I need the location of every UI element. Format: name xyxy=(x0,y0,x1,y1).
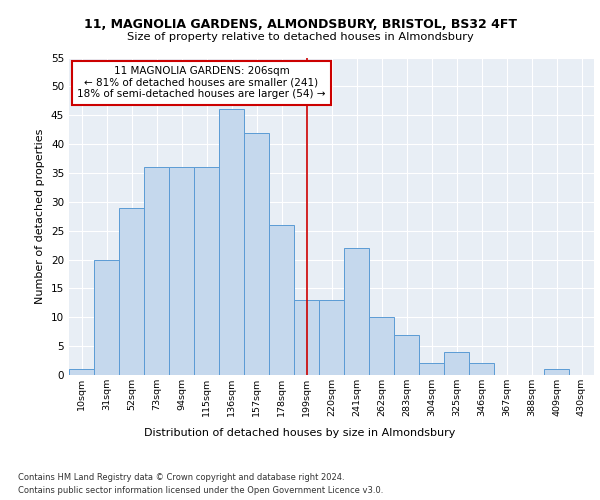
Bar xyxy=(94,260,119,375)
Bar xyxy=(269,225,294,375)
Bar xyxy=(169,167,194,375)
Text: 11 MAGNOLIA GARDENS: 206sqm
← 81% of detached houses are smaller (241)
18% of se: 11 MAGNOLIA GARDENS: 206sqm ← 81% of det… xyxy=(77,66,326,100)
Bar xyxy=(369,318,394,375)
Bar xyxy=(469,364,494,375)
Y-axis label: Number of detached properties: Number of detached properties xyxy=(35,128,46,304)
Text: Contains HM Land Registry data © Crown copyright and database right 2024.: Contains HM Land Registry data © Crown c… xyxy=(18,472,344,482)
Bar xyxy=(444,352,469,375)
Bar xyxy=(344,248,369,375)
Bar xyxy=(319,300,344,375)
Bar xyxy=(419,364,444,375)
Text: Size of property relative to detached houses in Almondsbury: Size of property relative to detached ho… xyxy=(127,32,473,42)
Bar xyxy=(294,300,319,375)
Text: Contains public sector information licensed under the Open Government Licence v3: Contains public sector information licen… xyxy=(18,486,383,495)
Bar xyxy=(144,167,169,375)
Bar xyxy=(219,110,244,375)
Bar xyxy=(244,132,269,375)
Bar xyxy=(194,167,219,375)
Bar xyxy=(69,369,94,375)
Bar xyxy=(544,369,569,375)
Text: 11, MAGNOLIA GARDENS, ALMONDSBURY, BRISTOL, BS32 4FT: 11, MAGNOLIA GARDENS, ALMONDSBURY, BRIST… xyxy=(83,18,517,30)
Text: Distribution of detached houses by size in Almondsbury: Distribution of detached houses by size … xyxy=(145,428,455,438)
Bar xyxy=(394,334,419,375)
Bar xyxy=(119,208,144,375)
